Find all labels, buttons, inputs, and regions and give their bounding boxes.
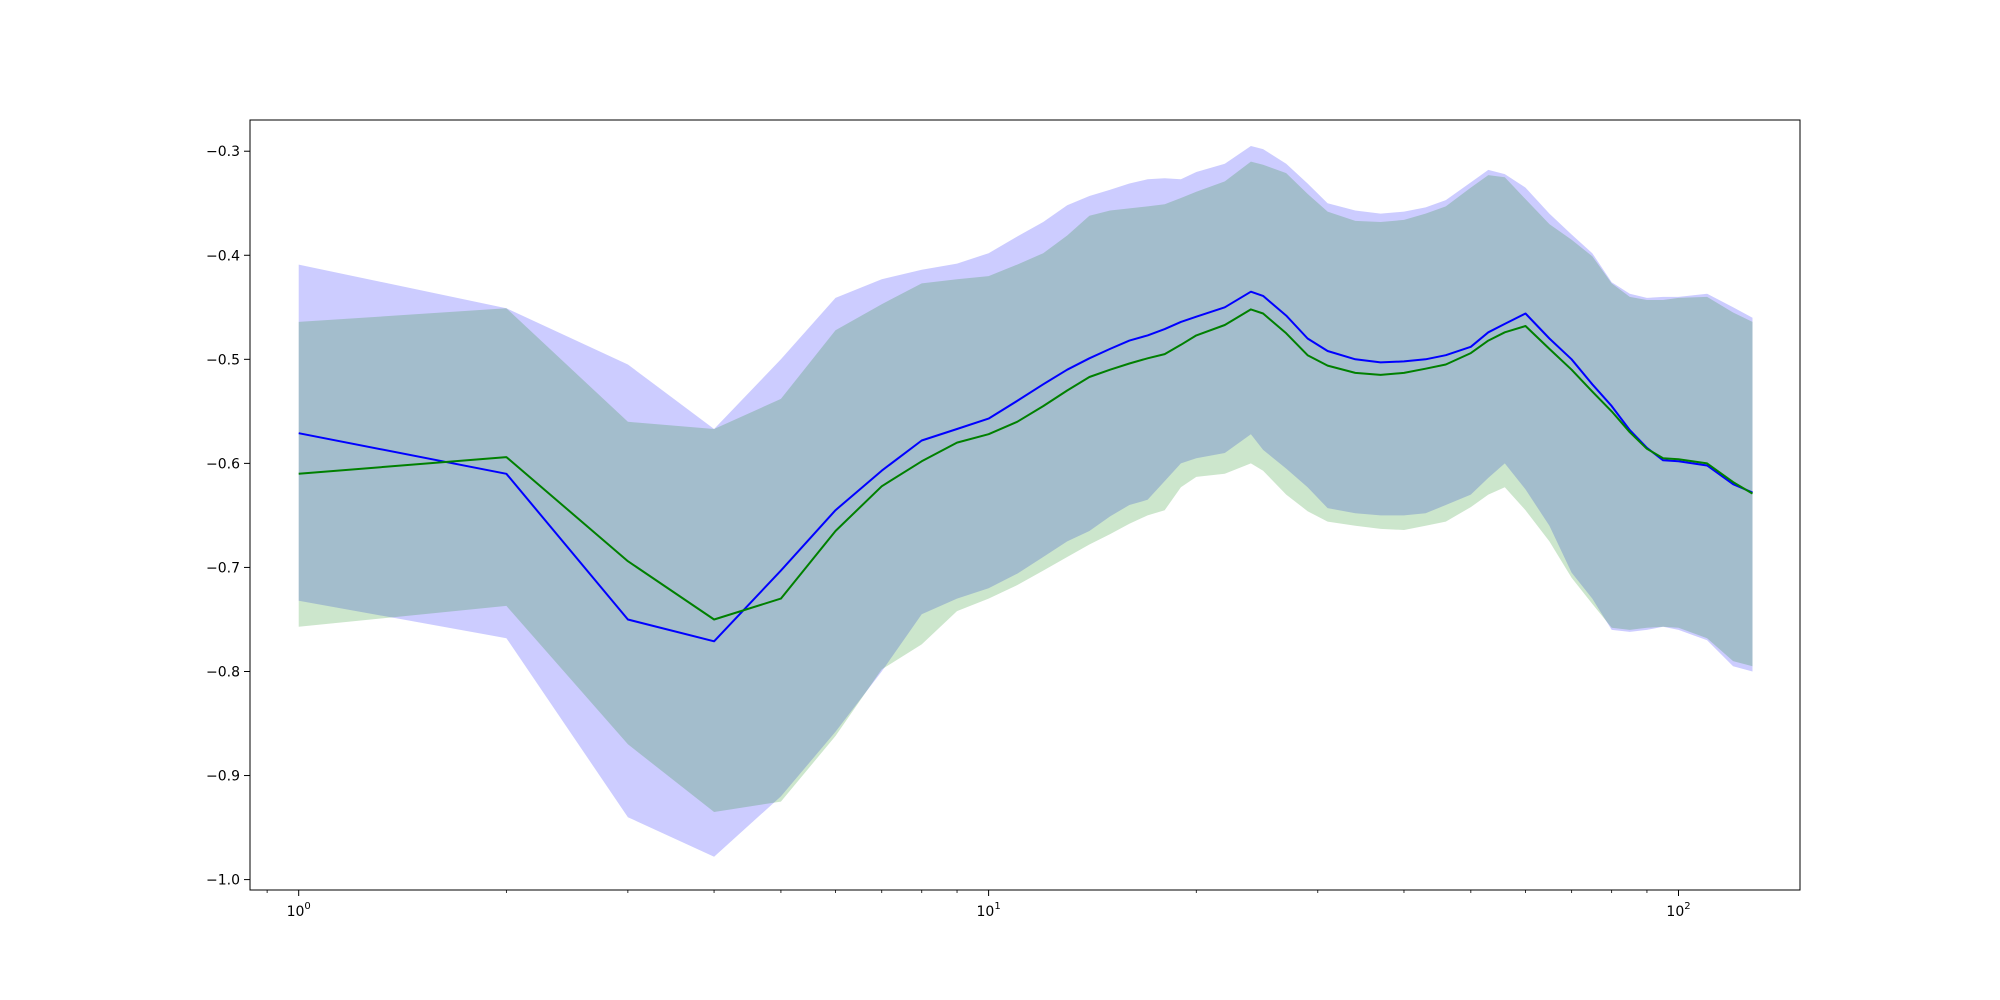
axes-frame: [249, 119, 1801, 891]
y-tick-label: −0.9: [206, 769, 240, 785]
y-tick-label: −0.8: [206, 664, 240, 680]
y-axis: −0.3 −0.4 −0.5 −0.6 −0.7 −0.8 −0.9 −1.0: [206, 144, 250, 889]
y-tick-label: −0.6: [206, 456, 240, 472]
series-2-line: [298, 308, 1754, 621]
series-1-band: [298, 146, 1753, 857]
y-tick-label: −0.5: [206, 352, 240, 368]
confidence-bands: [298, 146, 1753, 857]
x-tick-label: 102: [1666, 901, 1690, 920]
x-axis: 100 101 102: [266, 890, 1691, 920]
series-2-band: [298, 161, 1753, 813]
x-tick-label: 101: [977, 901, 1001, 920]
series-lines: [298, 290, 1754, 643]
y-tick-label: −0.7: [206, 560, 240, 576]
y-tick-label: −1.0: [206, 873, 240, 889]
x-tick-label: 100: [287, 901, 311, 920]
y-tick-label: −0.3: [206, 144, 240, 160]
plot-area-background: [250, 120, 1800, 890]
y-tick-label: −0.4: [206, 248, 240, 264]
series-1-line: [298, 290, 1753, 643]
